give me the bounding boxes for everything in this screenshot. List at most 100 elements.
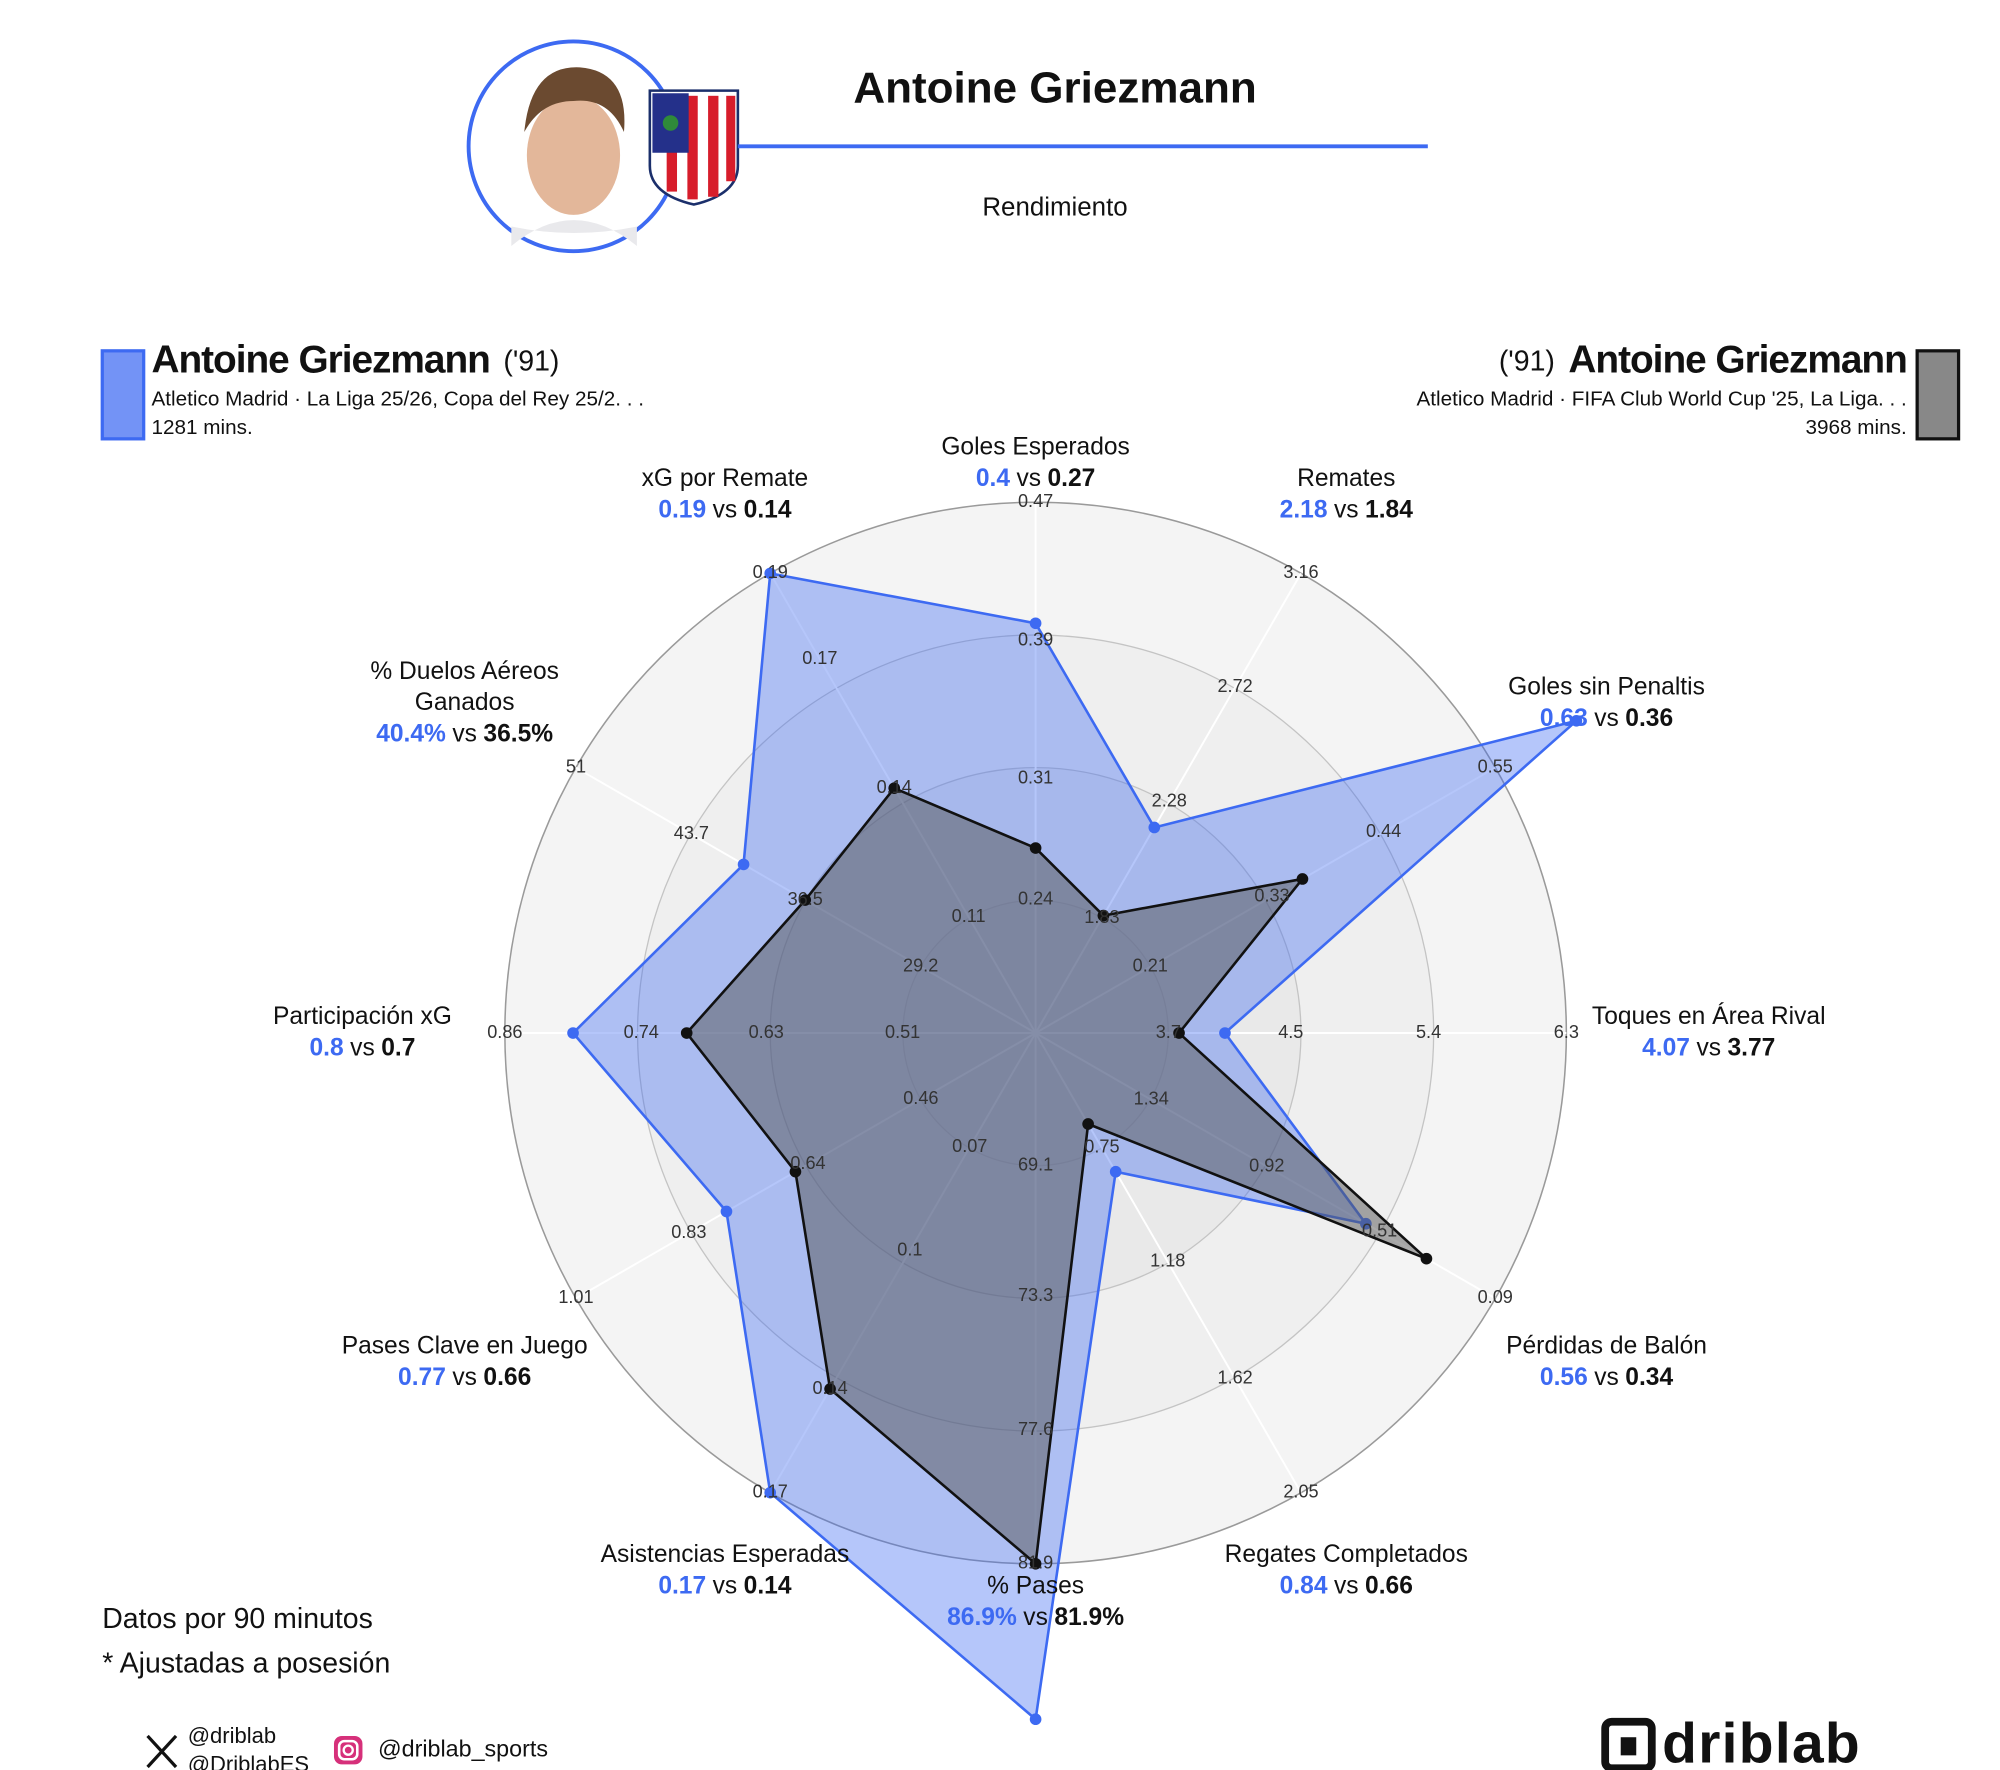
value-label: 2.18 xyxy=(1280,496,1328,523)
legend-birth: ('91) xyxy=(503,345,559,377)
vs-label: vs xyxy=(1696,1034,1721,1061)
axis-label: Goles Esperados xyxy=(941,433,1130,460)
tick-label: 0.83 xyxy=(671,1222,706,1242)
point xyxy=(1219,1027,1231,1039)
value-label: 3.77 xyxy=(1727,1034,1775,1061)
point xyxy=(799,894,812,906)
point xyxy=(1296,873,1309,885)
tick-label: 0.44 xyxy=(1366,821,1401,841)
crest-tree xyxy=(662,115,679,131)
instagram-icon-inner xyxy=(337,1739,359,1761)
point xyxy=(1082,1118,1094,1130)
tick-label: 0.74 xyxy=(624,1022,659,1042)
value-pair: 0.77 vs 0.66 xyxy=(398,1364,531,1391)
tick-label: 69.1 xyxy=(1018,1155,1053,1175)
point xyxy=(1029,1557,1042,1570)
point xyxy=(1570,714,1583,727)
legend-team: Atletico Madrid · FIFA Club World Cup '2… xyxy=(1416,387,1906,410)
value-label: 40.4% xyxy=(376,720,446,747)
vs-label: vs xyxy=(1594,1364,1619,1391)
axis-label: Ganados xyxy=(415,689,515,716)
tick-label: 0.63 xyxy=(749,1022,784,1042)
value-pair: 0.4 vs 0.27 xyxy=(976,464,1096,491)
axis-label: xG por Remate xyxy=(642,465,809,492)
value-pair: 0.17 vs 0.14 xyxy=(658,1572,792,1599)
value-label: 0.77 xyxy=(398,1364,446,1391)
value-label: 0.56 xyxy=(1540,1364,1588,1391)
x-icon xyxy=(146,1734,178,1769)
value-label: 0.4 xyxy=(976,464,1010,491)
tick-label: 0.09 xyxy=(1478,1287,1513,1307)
logo: driblab xyxy=(1662,1712,1861,1770)
value-pair: 0.56 vs 0.34 xyxy=(1540,1364,1674,1391)
value-label: 0.8 xyxy=(310,1034,344,1061)
vs-label: vs xyxy=(452,720,477,747)
tick-label: 0.47 xyxy=(1018,491,1053,511)
logo-icon-inner xyxy=(1620,1737,1637,1756)
tick-label: 5.4 xyxy=(1416,1022,1441,1042)
point xyxy=(764,1486,777,1499)
tick-label: 0.86 xyxy=(487,1022,522,1042)
tick-label: 0.39 xyxy=(1018,629,1053,649)
axis-label: % Pases xyxy=(987,1573,1084,1600)
point xyxy=(824,1383,836,1395)
value-label: 0.14 xyxy=(744,1572,792,1599)
tick-label: 4.5 xyxy=(1278,1022,1303,1042)
x-handle: @DriblabES xyxy=(188,1752,309,1770)
tick-label: 77.6 xyxy=(1018,1419,1053,1439)
axis-label: Toques en Área Rival xyxy=(1592,1003,1826,1030)
value-label: 0.7 xyxy=(381,1034,415,1061)
value-label: 86.9% xyxy=(947,1604,1017,1631)
tick-label: 1.83 xyxy=(1084,907,1119,927)
value-pair: 40.4% vs 36.5% xyxy=(376,720,553,747)
value-label: 1.84 xyxy=(1365,496,1413,523)
axis-label: Participación xG xyxy=(273,1003,452,1030)
tick-label: 0.75 xyxy=(1084,1137,1119,1157)
note: Datos por 90 minutos xyxy=(102,1603,373,1635)
crest-stripe xyxy=(687,95,698,200)
vs-label: vs xyxy=(1594,704,1619,731)
point xyxy=(789,1165,802,1178)
footer: Datos por 90 minutos * Ajustadas a poses… xyxy=(102,1603,1861,1770)
value-label: 0.66 xyxy=(483,1364,531,1391)
tick-label: 0.17 xyxy=(802,648,837,668)
tick-label: 51 xyxy=(566,756,586,776)
photo-face xyxy=(526,95,621,215)
tick-label: 0.17 xyxy=(753,1481,788,1501)
tick-label: 0.07 xyxy=(952,1136,987,1156)
photo-hair xyxy=(524,67,625,133)
series-layer xyxy=(567,567,1583,1726)
point xyxy=(737,858,750,871)
photo-shirt xyxy=(511,220,637,246)
legend-swatch xyxy=(1915,349,1961,441)
tick-label: 29.2 xyxy=(903,955,938,975)
legend-minutes: 3968 mins. xyxy=(1806,416,1907,439)
tick-label: 0.1 xyxy=(897,1240,922,1260)
vs-label: vs xyxy=(1334,1572,1359,1599)
tick-label: 0.51 xyxy=(1362,1220,1397,1240)
tick-label: 0.55 xyxy=(1478,756,1513,776)
tick-label: 0.46 xyxy=(903,1088,938,1108)
vs-label: vs xyxy=(713,1572,738,1599)
value-label: 0.36 xyxy=(1625,704,1673,731)
axis-label: Pases Clave en Juego xyxy=(342,1333,588,1360)
vs-label: vs xyxy=(350,1034,375,1061)
club-crest xyxy=(648,89,740,206)
tick-label: 0.51 xyxy=(885,1022,920,1042)
value-pair: 0.19 vs 0.14 xyxy=(658,496,792,523)
axis-label: Pérdidas de Balón xyxy=(1506,1333,1707,1360)
tick-label: 0.33 xyxy=(1254,885,1289,905)
tick-label: 6.3 xyxy=(1554,1022,1579,1042)
point xyxy=(1109,1165,1122,1178)
legend-minutes: 1281 mins. xyxy=(151,416,252,439)
title: Antoine Griezmann xyxy=(853,63,1256,112)
point xyxy=(1097,909,1110,922)
axis-label: Remates xyxy=(1297,465,1395,492)
point xyxy=(1420,1252,1433,1265)
tick-label: 1.18 xyxy=(1150,1251,1185,1271)
point xyxy=(1173,1027,1185,1039)
value-label: 0.27 xyxy=(1048,464,1096,491)
tick-label: 3.7 xyxy=(1156,1022,1181,1042)
logo-icon xyxy=(1601,1717,1656,1770)
tick-label: 0.92 xyxy=(1249,1155,1284,1175)
